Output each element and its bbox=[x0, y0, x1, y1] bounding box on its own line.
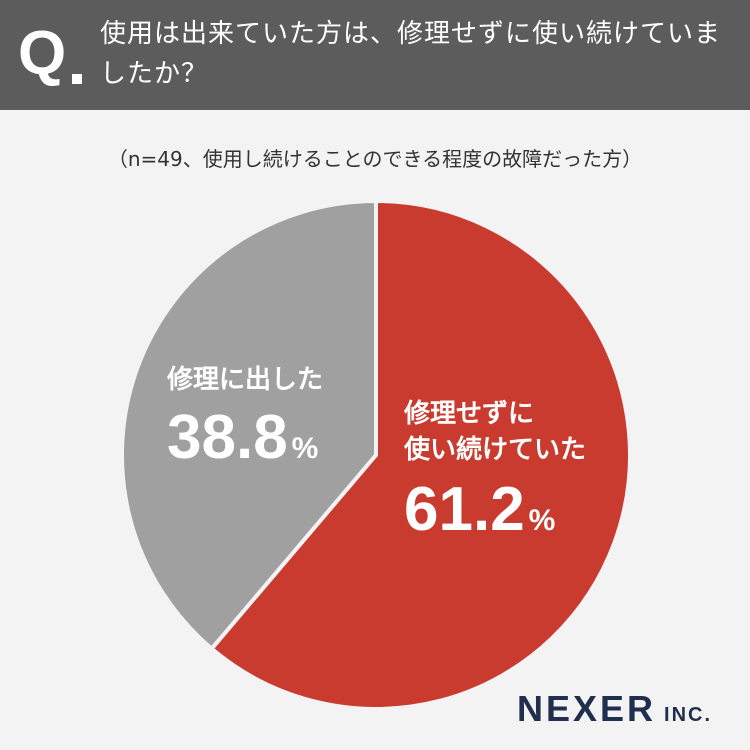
logo-main: NEXER bbox=[517, 688, 657, 729]
slice-label-continued: 修理せずに 使い続けていた 61.2% bbox=[404, 396, 586, 545]
slice-percent-unit: % bbox=[528, 504, 556, 537]
slice-percent: 61.2% bbox=[404, 474, 586, 545]
question-mark: Q bbox=[18, 19, 67, 88]
slice-percent-value: 61.2 bbox=[404, 475, 525, 544]
slice-percent: 38.8% bbox=[167, 402, 323, 473]
slice-category-line: 修理せずに bbox=[404, 399, 535, 429]
question-text: 使用は出来ていた方は、修理せずに使い続けていましたか？ bbox=[100, 19, 722, 89]
pie-slice-continued bbox=[209, 199, 632, 711]
logo-suffix: INC. bbox=[664, 704, 713, 726]
question-header: Q 使用は出来ていた方は、修理せずに使い続けていましたか？ bbox=[0, 0, 750, 110]
question-mark-dot bbox=[72, 74, 82, 84]
slice-category-line: 使い続けていた bbox=[404, 435, 587, 465]
sample-note: （n=49、使用し続けることのできる程度の故障だった方） bbox=[107, 147, 643, 171]
slice-percent-unit: % bbox=[291, 432, 319, 465]
pie-slice-repaired bbox=[120, 199, 378, 651]
nexer-logo: NEXER INC. bbox=[517, 688, 712, 730]
slice-category-line: 修理に出した bbox=[167, 365, 324, 395]
slice-label-repaired: 修理に出した 38.8% bbox=[167, 362, 323, 473]
slice-percent-value: 38.8 bbox=[167, 403, 288, 472]
